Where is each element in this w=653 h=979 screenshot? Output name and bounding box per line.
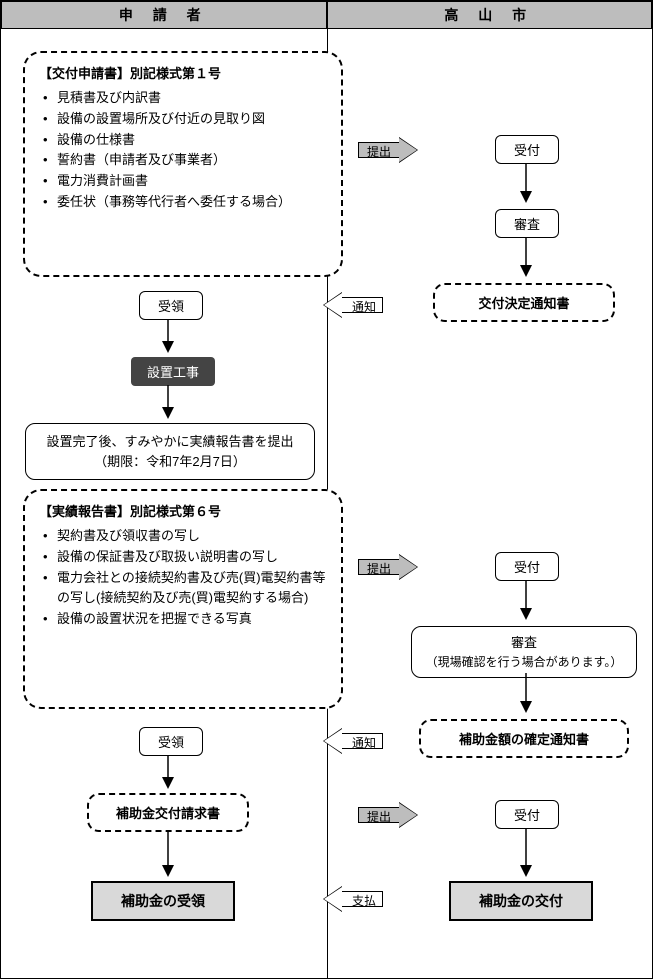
application-docs-list: 見積書及び内訳書 設備の設置場所及び付近の見取り図 設備の仕様書 誓約書（申請者… — [39, 88, 327, 213]
review-box-2: 審査 （現場確認を行う場合があります。） — [411, 626, 637, 678]
down-arrow-icon — [158, 831, 178, 877]
report-docs-title: 【実績報告書】別記様式第６号 — [39, 501, 327, 520]
application-docs-box: 【交付申請書】別記様式第１号 見積書及び内訳書 設備の設置場所及び付近の見取り図… — [23, 51, 343, 277]
review2-line1: 審査 — [420, 633, 628, 653]
report-docs-box: 【実績報告書】別記様式第６号 契約書及び領収書の写し 設備の保証書及び取扱い説明… — [23, 489, 343, 709]
accept-box-3: 受付 — [495, 800, 559, 829]
arrow-label: 通知 — [352, 734, 376, 751]
arrow-label: 通知 — [352, 298, 376, 315]
arrow-right-icon: 提出 — [358, 555, 420, 579]
header-city: 高 山 市 — [327, 1, 653, 29]
list-item: 設備の設置状況を把握できる写真 — [43, 609, 327, 630]
arrow-left-icon: 支払 — [321, 887, 383, 911]
final-receive-box: 補助金の受領 — [91, 881, 235, 921]
down-arrow-icon — [516, 163, 536, 203]
down-arrow-icon — [516, 828, 536, 877]
down-arrow-icon — [158, 319, 178, 353]
after-install-line1: 設置完了後、すみやかに実績報告書を提出 — [38, 432, 302, 452]
list-item: 委任状（事務等代行者へ委任する場合） — [43, 192, 327, 213]
pay-arrow: 支払 — [321, 887, 383, 911]
arrow-label: 提出 — [367, 560, 391, 577]
list-item: 設備の設置場所及び付近の見取り図 — [43, 109, 327, 130]
down-arrow-icon — [516, 237, 536, 277]
list-item: 契約書及び領収書の写し — [43, 526, 327, 547]
submit-arrow-2: 提出 — [358, 555, 420, 579]
arrow-right-icon: 提出 — [358, 803, 420, 827]
notify-arrow-1: 通知 — [321, 293, 383, 317]
list-item: 電力会社との接続契約書及び売(買)電契約書等の写し(接続契約及び売(買)電契約す… — [43, 568, 327, 610]
decision-notice-box: 交付決定通知書 — [433, 283, 615, 322]
arrow-left-icon: 通知 — [321, 729, 383, 753]
down-arrow-icon — [158, 755, 178, 789]
final-grant-box: 補助金の交付 — [449, 881, 593, 921]
arrow-left-icon: 通知 — [321, 293, 383, 317]
arrow-right-icon: 提出 — [358, 138, 420, 162]
arrow-label: 提出 — [367, 808, 391, 825]
report-docs-list: 契約書及び領収書の写し 設備の保証書及び取扱い説明書の写し 電力会社との接続契約… — [39, 526, 327, 630]
down-arrow-icon — [516, 673, 536, 713]
construction-box: 設置工事 — [131, 357, 215, 386]
accept-box-2: 受付 — [495, 552, 559, 581]
arrow-label: 提出 — [367, 143, 391, 160]
down-arrow-icon — [516, 580, 536, 620]
application-docs-title: 【交付申請書】別記様式第１号 — [39, 63, 327, 82]
accept-box-1: 受付 — [495, 135, 559, 164]
arrow-label: 支払 — [352, 892, 376, 909]
list-item: 設備の保証書及び取扱い説明書の写し — [43, 547, 327, 568]
flowchart-canvas: 申 請 者 高 山 市 【交付申請書】別記様式第１号 見積書及び内訳書 設備の設… — [0, 0, 653, 979]
notify-arrow-2: 通知 — [321, 729, 383, 753]
receive-box-1: 受領 — [139, 291, 203, 320]
after-install-box: 設置完了後、すみやかに実績報告書を提出 （期限：令和7年2月7日） — [25, 423, 315, 480]
submit-arrow-3: 提出 — [358, 803, 420, 827]
after-install-line2: （期限：令和7年2月7日） — [38, 452, 302, 472]
list-item: 電力消費計画書 — [43, 171, 327, 192]
submit-arrow-1: 提出 — [358, 138, 420, 162]
receive-box-2: 受領 — [139, 727, 203, 756]
review-box-1: 審査 — [495, 209, 559, 238]
confirm-notice-box: 補助金額の確定通知書 — [419, 719, 629, 758]
invoice-box: 補助金交付請求書 — [87, 793, 249, 832]
list-item: 誓約書（申請者及び事業者） — [43, 150, 327, 171]
review2-line2: （現場確認を行う場合があります。） — [420, 653, 628, 671]
down-arrow-icon — [158, 385, 178, 419]
list-item: 見積書及び内訳書 — [43, 88, 327, 109]
header-applicant: 申 請 者 — [1, 1, 327, 29]
list-item: 設備の仕様書 — [43, 130, 327, 151]
header-row: 申 請 者 高 山 市 — [1, 1, 652, 29]
